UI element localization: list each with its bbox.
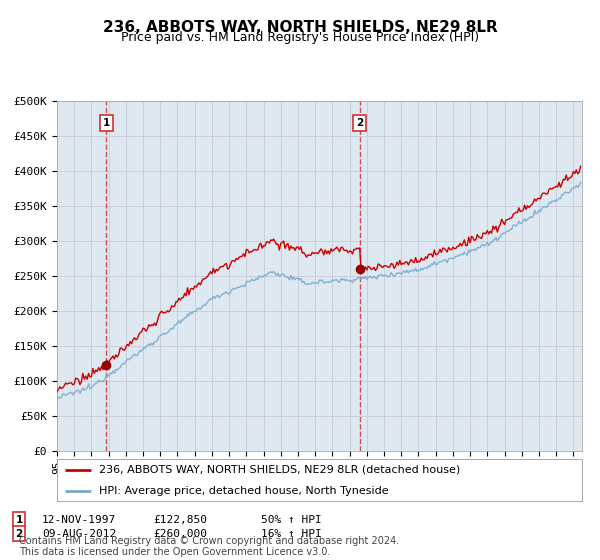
Text: Price paid vs. HM Land Registry's House Price Index (HPI): Price paid vs. HM Land Registry's House … (121, 31, 479, 44)
Text: 2: 2 (16, 529, 23, 539)
Text: 1: 1 (16, 515, 23, 525)
Text: 236, ABBOTS WAY, NORTH SHIELDS, NE29 8LR (detached house): 236, ABBOTS WAY, NORTH SHIELDS, NE29 8LR… (99, 465, 460, 475)
Text: £260,000: £260,000 (153, 529, 207, 539)
Text: 16% ↑ HPI: 16% ↑ HPI (261, 529, 322, 539)
Text: Contains HM Land Registry data © Crown copyright and database right 2024.
This d: Contains HM Land Registry data © Crown c… (19, 535, 400, 557)
Text: 236, ABBOTS WAY, NORTH SHIELDS, NE29 8LR: 236, ABBOTS WAY, NORTH SHIELDS, NE29 8LR (103, 20, 497, 35)
Text: £122,850: £122,850 (153, 515, 207, 525)
Text: 1: 1 (103, 118, 110, 128)
Text: 50% ↑ HPI: 50% ↑ HPI (261, 515, 322, 525)
Text: 2: 2 (356, 118, 364, 128)
Text: HPI: Average price, detached house, North Tyneside: HPI: Average price, detached house, Nort… (99, 486, 389, 496)
Text: 09-AUG-2012: 09-AUG-2012 (42, 529, 116, 539)
Text: 12-NOV-1997: 12-NOV-1997 (42, 515, 116, 525)
